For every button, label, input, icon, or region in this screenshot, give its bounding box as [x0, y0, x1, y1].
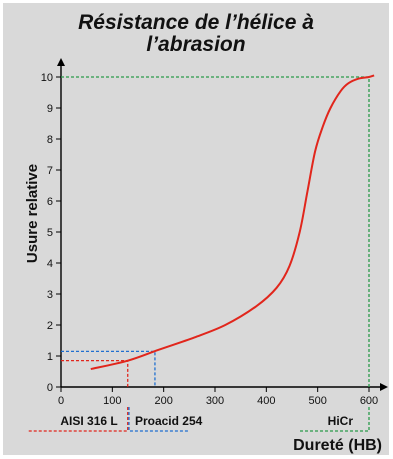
y-tick-label: 3: [47, 289, 53, 301]
y-tick-label: 1: [47, 351, 53, 363]
proacid-reference-line: [61, 350, 156, 387]
proacid-callout-line: [128, 407, 190, 432]
y-tick-label: 7: [47, 165, 53, 177]
y-tick-label: 5: [47, 227, 53, 239]
x-tick-label: 200: [154, 395, 172, 407]
hicr-reference-line: [61, 76, 370, 387]
x-tick-label: 400: [257, 395, 275, 407]
hicr-callout-line: [299, 407, 370, 432]
y-axis-label: Usure relative: [24, 164, 41, 263]
y-tick-label: 8: [47, 134, 53, 146]
x-axis-arrow: [380, 383, 388, 391]
chart-title: Résistance de l’hélice à: [78, 11, 314, 34]
hicr-label: HiCr: [328, 414, 354, 428]
chart-subtitle: l’abrasion: [146, 33, 246, 56]
y-tick-label: 9: [47, 103, 53, 115]
x-tick-label: 600: [360, 395, 378, 407]
y-tick-label: 0: [47, 382, 53, 394]
y-tick-label: 10: [41, 72, 53, 84]
y-tick-label: 6: [47, 196, 53, 208]
x-tick-label: 500: [308, 395, 326, 407]
x-tick-label: 0: [58, 395, 64, 407]
y-tick-label: 4: [47, 258, 53, 270]
x-axis-label: Dureté (HB): [293, 437, 382, 454]
chart-title-block: Résistance de l’hélice à l’abrasion: [3, 12, 389, 56]
y-axis-arrow: [57, 58, 65, 66]
x-tick-label: 300: [206, 395, 224, 407]
aisi-label: AISI 316 L: [60, 414, 117, 428]
proacid-label: Proacid 254: [135, 414, 203, 428]
chart-card: Résistance de l’hélice à l’abrasion: [3, 3, 389, 455]
aisi-callout-line: [28, 407, 129, 432]
y-tick-label: 2: [47, 320, 53, 332]
wear-curve-line: [90, 74, 375, 370]
x-tick-label: 100: [103, 395, 121, 407]
aisi-reference-line: [61, 359, 129, 387]
